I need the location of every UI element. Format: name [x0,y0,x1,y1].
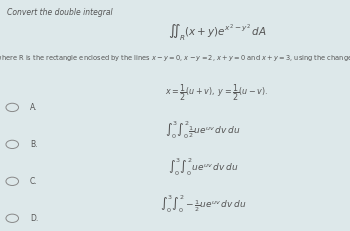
Text: $\iint_{R}(x+y)e^{x^2-y^2}\,dA$: $\iint_{R}(x+y)e^{x^2-y^2}\,dA$ [168,22,266,43]
Text: A.: A. [30,103,37,112]
Text: D.: D. [30,214,38,223]
Text: to $uv$-plane where R is the rectangle enclosed by the lines $x-y=0$, $x-y=2$, $: to $uv$-plane where R is the rectangle e… [0,53,350,63]
Text: Convert the double integral: Convert the double integral [7,8,113,17]
Text: $\int_{0}^{3}\int_{0}^{2}\frac{1}{2}ue^{uv}\,dv\,du$: $\int_{0}^{3}\int_{0}^{2}\frac{1}{2}ue^{… [165,119,241,141]
Text: $x=\dfrac{1}{2}(u+v),\;y=\dfrac{1}{2}(u-v).$: $x=\dfrac{1}{2}(u+v),\;y=\dfrac{1}{2}(u-… [166,82,268,103]
Text: $\int_{0}^{3}\int_{0}^{2}\frac{1}{2}ue^{uv}\,du\,dv$: $\int_{0}^{3}\int_{0}^{2}\frac{1}{2}ue^{… [165,230,241,231]
Text: B.: B. [30,140,37,149]
Text: $\int_{0}^{3}\int_{0}^{2}ue^{uv}\,dv\,du$: $\int_{0}^{3}\int_{0}^{2}ue^{uv}\,dv\,du… [168,156,238,178]
Text: C.: C. [30,177,37,186]
Text: $\int_{0}^{3}\int_{0}^{2}-\frac{1}{2}ue^{uv}\,dv\,du$: $\int_{0}^{3}\int_{0}^{2}-\frac{1}{2}ue^… [160,193,246,215]
